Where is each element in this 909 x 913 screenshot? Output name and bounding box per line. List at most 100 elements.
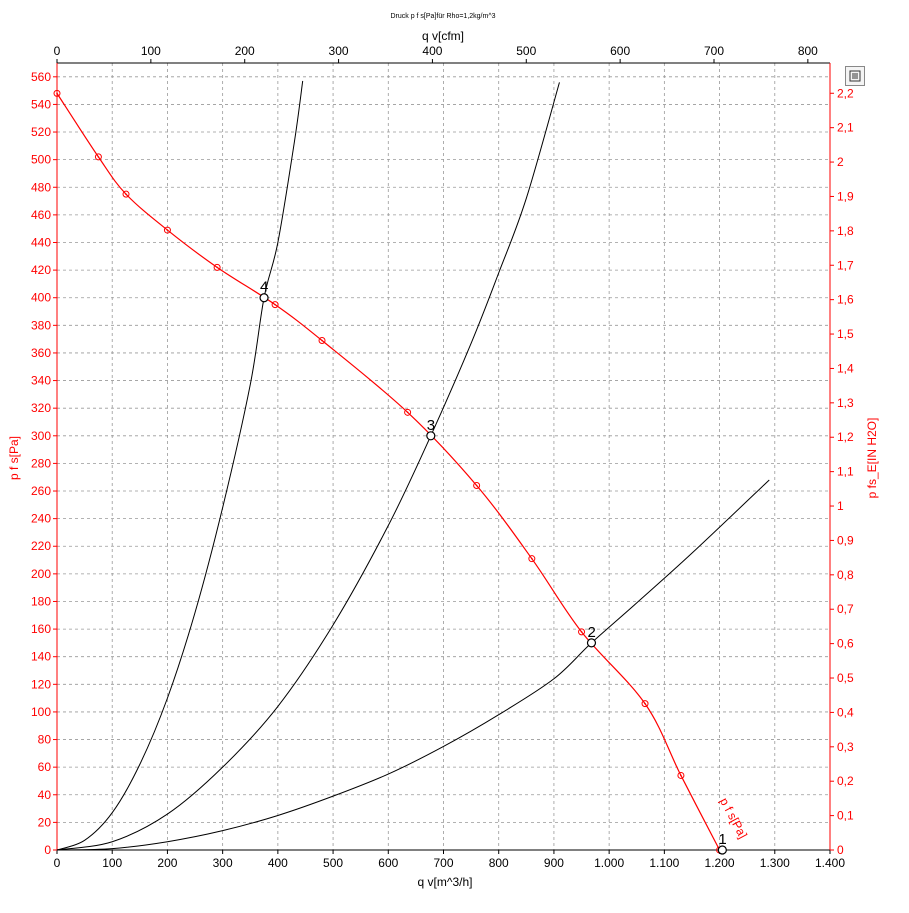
y-tick-label: 60 — [38, 760, 52, 774]
chart-title: Druck p f s[Pa]für Rho=1,2kg/m^3 — [390, 13, 495, 20]
y2-tick-label: 0,7 — [837, 602, 854, 616]
x-tick-label: 1.400 — [815, 856, 845, 870]
x-tick-label: 0 — [54, 856, 61, 870]
fan-curve-point-dot — [56, 92, 58, 95]
grid-lines — [57, 63, 830, 850]
y2-tick-label: 1,3 — [837, 396, 854, 410]
y2-tick-label: 2 — [837, 155, 844, 169]
fan-curve-point-dot — [580, 631, 583, 633]
y-tick-label: 0 — [44, 843, 51, 857]
fan-curve-point — [677, 771, 685, 779]
y2-tick-label: 2,1 — [837, 121, 854, 135]
x2-tick-label: 0 — [54, 44, 61, 58]
x-tick-label: 500 — [323, 856, 343, 870]
y2-tick-label: 1,9 — [837, 189, 854, 203]
fan-curve-point-dot — [125, 193, 127, 195]
x2-axis-label: q v[cfm] — [422, 29, 464, 43]
y2-tick-label: 1,4 — [837, 361, 854, 375]
x2-tick-label: 300 — [329, 44, 349, 58]
y-tick-label: 220 — [31, 539, 51, 553]
x-tick-label: 600 — [378, 856, 398, 870]
y2-tick-label: 1,6 — [837, 293, 854, 307]
fan-curve-point-dot — [166, 229, 169, 231]
x2-tick-label: 600 — [610, 44, 630, 58]
y2-tick-label: 0,4 — [837, 705, 854, 719]
x2-axis-ticks: 0 100 200 300 400 500 600 700 800 — [54, 44, 818, 63]
system-curve-line — [56, 82, 560, 851]
fan-curve-point — [163, 226, 171, 234]
operating-point-label: 1 — [718, 831, 726, 848]
y-tick-label: 440 — [31, 235, 51, 249]
y2-tick-label: 2,2 — [837, 86, 854, 100]
fan-curve — [53, 89, 724, 854]
y-tick-label: 20 — [38, 815, 52, 829]
operating-point-marker — [717, 845, 727, 855]
x-axis-ticks: 0 100 200 300 400 500 600 700 800 900 1.000 1.100 1.… — [54, 850, 845, 870]
x2-tick-label: 500 — [516, 44, 536, 58]
x2-tick-label: 200 — [235, 44, 255, 58]
fan-curve-point-dot — [531, 557, 533, 560]
fan-curve-point-dot — [274, 303, 276, 306]
fan-curve-point-dot — [644, 702, 646, 705]
y-tick-label: 420 — [31, 263, 51, 277]
y-axis-label: p f s[Pa] — [7, 436, 21, 480]
operating-point-marker — [426, 431, 436, 441]
system-curve-line — [56, 80, 304, 851]
operating-point-label: 4 — [260, 279, 268, 296]
y-tick-label: 260 — [31, 484, 51, 498]
fan-curve-point — [578, 628, 586, 636]
y2-axis-label: p fs_E[IN H2O] — [865, 418, 879, 499]
y2-tick-label: 1,2 — [837, 430, 854, 444]
fan-curve-point — [528, 555, 536, 563]
fan-curve-point — [122, 190, 130, 198]
y2-tick-label: 1,1 — [837, 465, 854, 479]
y-tick-label: 240 — [31, 512, 51, 526]
y-tick-label: 320 — [31, 401, 51, 415]
fan-curve-point — [213, 263, 221, 271]
x-tick-label: 700 — [433, 856, 453, 870]
y2-tick-label: 1,8 — [837, 224, 854, 238]
y-tick-label: 340 — [31, 374, 51, 388]
x2-tick-label: 100 — [141, 44, 161, 58]
y-tick-label: 520 — [31, 125, 51, 139]
x-axis-label: q v[m^3/h] — [418, 875, 473, 889]
x-tick-label: 1.200 — [705, 856, 735, 870]
y-tick-label: 160 — [31, 622, 51, 636]
y-tick-label: 500 — [31, 153, 51, 167]
fan-curve-point — [271, 301, 279, 309]
y2-tick-label: 0,5 — [837, 671, 854, 685]
y2-tick-label: 0 — [837, 843, 844, 857]
y2-tick-label: 0,3 — [837, 740, 854, 754]
y-tick-label: 540 — [31, 97, 51, 111]
fan-curve-point-dot — [680, 774, 682, 777]
fan-curve-point — [641, 700, 649, 708]
y2-tick-label: 0,8 — [837, 568, 854, 582]
fan-curve-line — [56, 93, 721, 851]
y-tick-label: 360 — [31, 346, 51, 360]
y-tick-label: 380 — [31, 318, 51, 332]
operating-point-marker — [586, 638, 597, 648]
y2-tick-label: 0,1 — [837, 809, 854, 823]
x-tick-label: 800 — [489, 856, 509, 870]
fan-curve-point-dot — [216, 266, 218, 269]
x-tick-label: 1.100 — [649, 856, 679, 870]
y-tick-label: 100 — [31, 705, 51, 719]
fan-curve-point-dot — [97, 156, 100, 158]
operating-point-marker — [259, 293, 269, 303]
y2-tick-label: 0,2 — [837, 774, 854, 788]
x-tick-label: 1.300 — [760, 856, 790, 870]
x-tick-label: 200 — [157, 856, 177, 870]
x2-tick-label: 800 — [798, 44, 818, 58]
y2-axis-ticks: 0 0,1 0,2 0,3 0,4 0,5 0,6 0,7 0,8 0,9 1 1,1 1,2 1,3 1,… — [830, 86, 854, 857]
y-tick-label: 80 — [38, 733, 52, 747]
fan-curve-point — [473, 481, 481, 489]
export-icon[interactable] — [845, 66, 865, 86]
fan-curve-point — [318, 337, 326, 345]
y-tick-label: 180 — [31, 594, 51, 608]
y-tick-label: 40 — [38, 788, 52, 802]
y-tick-label: 280 — [31, 456, 51, 470]
y-tick-label: 480 — [31, 180, 51, 194]
operating-point-label: 3 — [427, 417, 435, 434]
